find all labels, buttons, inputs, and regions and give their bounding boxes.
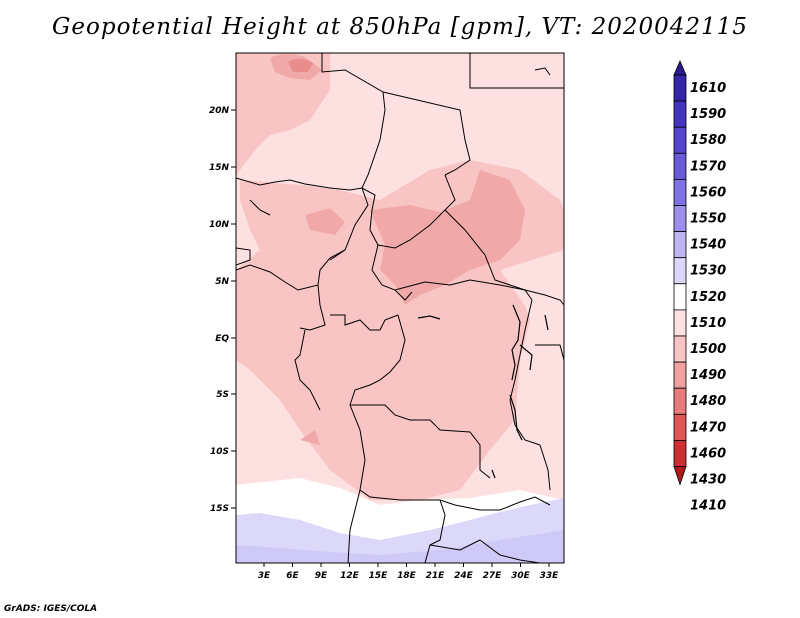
colorbar-swatch [673, 309, 687, 337]
map-frame [235, 52, 565, 564]
colorbar-level-label: 1520 [690, 290, 726, 305]
lat-label: 20N [209, 106, 230, 116]
colorbar-top-arrow [673, 59, 687, 76]
latitude-axis: 20N 15N 10N 5N EQ 5S 10S 15S [209, 106, 236, 514]
colorbar-level-label: 1510 [690, 316, 726, 331]
colorbar-level-label: 1540 [690, 238, 726, 253]
lon-label: 21E [426, 571, 446, 581]
lon-label: 33E [540, 571, 560, 581]
colorbar-swatch [673, 231, 687, 259]
lon-label: 24E [454, 571, 474, 581]
colorbar-swatch [673, 283, 687, 311]
lat-label: EQ [215, 334, 229, 344]
contour-band-1480 [270, 53, 525, 445]
colorbar-level-label: 1500 [690, 342, 726, 357]
country-borders [236, 53, 564, 563]
colorbar-swatch [673, 335, 687, 363]
colorbar-level-label: 1470 [690, 420, 726, 435]
colorbar-level-label: 1570 [690, 159, 726, 174]
lat-label: 15S [210, 504, 229, 514]
colorbar-swatch [673, 178, 687, 206]
lon-label: 6E [286, 571, 299, 581]
colorbar-swatch [673, 74, 687, 102]
colorbar-level-label: 1580 [690, 133, 726, 148]
colorbar-swatch [673, 387, 687, 415]
colorbar-bottom-arrow [673, 466, 687, 486]
colorbar-level-label: 1530 [690, 264, 726, 279]
lat-label: 15N [209, 163, 230, 173]
colorbar-level-label: 1560 [690, 185, 726, 200]
contour-band-1530 [236, 530, 564, 563]
colorbar-swatch [673, 100, 687, 128]
colorbar-swatch [673, 205, 687, 233]
colorbar-level-label: 1410 [690, 499, 726, 514]
lon-label: 27E [483, 571, 503, 581]
colorbar-level-label: 1490 [690, 368, 726, 383]
colorbar-swatch [673, 152, 687, 180]
lon-label: 18E [397, 571, 417, 581]
lat-label: 10N [209, 220, 230, 230]
colorbar-level-label: 1590 [690, 107, 726, 122]
colorbar-swatch [673, 361, 687, 389]
colorbar-level-label: 1480 [690, 394, 726, 409]
lon-label: 3E [258, 571, 271, 581]
lat-label: 5S [216, 390, 229, 400]
colorbar-swatch [673, 413, 687, 441]
lon-label: 12E [340, 571, 360, 581]
colorbar-swatch [673, 126, 687, 154]
lon-label: 15E [369, 571, 389, 581]
colorbar-swatch [673, 257, 687, 285]
colorbar-level-label: 1460 [690, 446, 726, 461]
colorbar-level-label: 1430 [690, 473, 726, 488]
colorbar-swatch [673, 439, 687, 467]
lon-label: 30E [511, 571, 531, 581]
map-title: Geopotential Height at 850hPa [gpm], VT:… [52, 14, 748, 40]
colorbar-level-label: 1610 [690, 81, 726, 96]
colorbar: 1610 1590 1580 1570 1560 1550 1540 1530 1520 1510… [673, 59, 726, 514]
lon-label: 9E [315, 571, 328, 581]
lat-label: 5N [215, 277, 229, 287]
lat-label: 10S [210, 447, 229, 457]
grads-credit: GrADS: IGES/COLA [4, 604, 98, 614]
map-field [236, 53, 564, 563]
longitude-axis: 3E 6E 9E 12E 15E 18E 21E 24E 27E 30E 33E [258, 563, 559, 581]
colorbar-level-label: 1550 [690, 212, 726, 227]
contour-band-1470 [288, 58, 313, 72]
lake-outlines [417, 304, 549, 479]
